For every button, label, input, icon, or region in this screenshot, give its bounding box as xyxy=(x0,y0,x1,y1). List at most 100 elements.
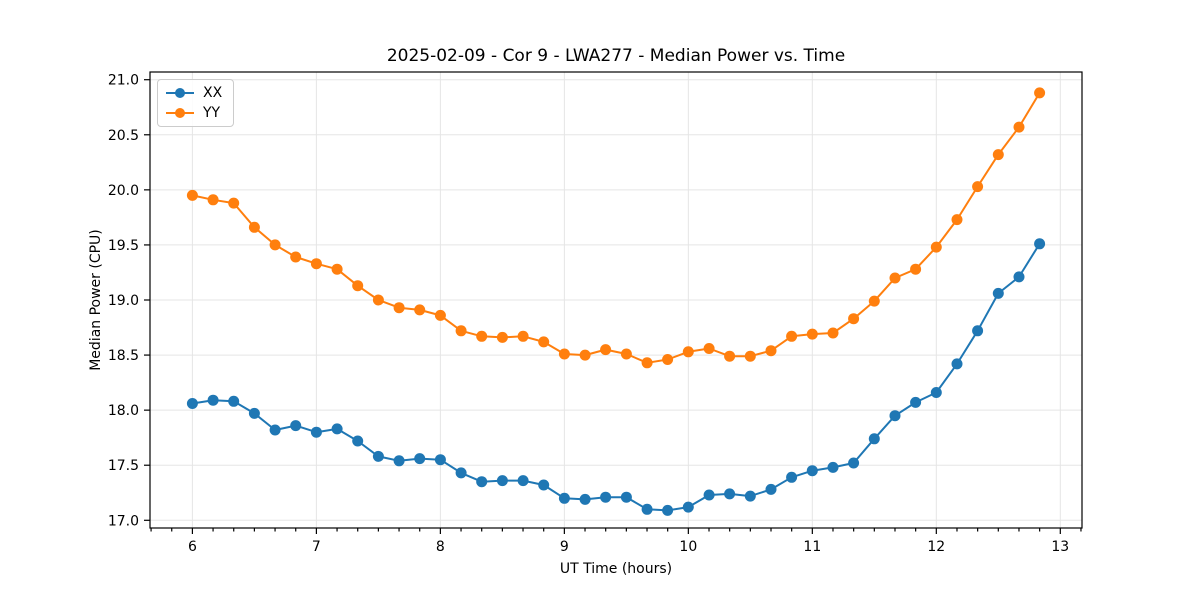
series-YY-line xyxy=(192,92,1041,364)
x-tick-label: 7 xyxy=(312,539,321,555)
series-XX-marker xyxy=(228,395,240,407)
series-XX-marker xyxy=(682,501,694,513)
series-XX-marker xyxy=(641,503,653,515)
series-YY-marker xyxy=(662,354,674,365)
series-XX-marker xyxy=(331,423,343,435)
series-YY-marker xyxy=(744,350,756,362)
series-YY-marker xyxy=(558,348,570,360)
y-tick-label: 20.5 xyxy=(108,128,139,144)
series-YY-marker xyxy=(414,304,426,316)
y-tick-label: 19.0 xyxy=(108,293,139,309)
series-YY-marker xyxy=(1013,121,1025,133)
series-XX-marker xyxy=(476,476,488,488)
series-XX-marker xyxy=(290,420,302,432)
series-XX-marker xyxy=(496,475,508,487)
series-XX-marker xyxy=(414,453,426,465)
series-YY-marker xyxy=(868,295,880,307)
series-XX-marker xyxy=(910,396,922,408)
tick-labels: 6 7 8 9 10 11 12 13 17.0 17.5 18.0 18.5 19.0 19.5 20.0… xyxy=(108,73,1069,555)
series-YY-marker xyxy=(765,345,777,357)
series-XX-marker xyxy=(1013,271,1025,283)
series-YY-marker xyxy=(786,330,798,342)
gridlines xyxy=(150,72,1082,528)
series-YY-marker xyxy=(682,346,694,358)
series-YY-marker xyxy=(207,194,219,206)
series-YY xyxy=(186,87,1046,369)
series-YY-marker xyxy=(806,328,818,340)
series-YY-marker xyxy=(972,181,984,193)
series-YY-marker xyxy=(930,241,942,253)
axis-ticks xyxy=(144,79,1082,534)
legend-item-yy: YY xyxy=(165,105,222,121)
series-XX-marker xyxy=(662,504,674,516)
line-marker-icon xyxy=(165,107,195,119)
series-XX-marker xyxy=(269,424,281,436)
legend-label-yy: YY xyxy=(203,105,221,121)
series-YY-marker xyxy=(889,272,901,284)
series-XX-marker xyxy=(724,488,736,500)
series-YY-marker xyxy=(496,331,508,343)
legend-item-xx: XX xyxy=(165,85,222,101)
series-XX-marker xyxy=(517,475,529,487)
series-YY-marker xyxy=(703,343,715,354)
series-YY-marker xyxy=(992,149,1004,161)
series-YY-marker xyxy=(228,197,240,209)
series-XX-marker xyxy=(579,493,591,505)
y-tick-label: 17.0 xyxy=(108,513,139,529)
series-YY-marker xyxy=(331,263,343,275)
series-YY-marker xyxy=(290,251,302,263)
y-tick-label: 21.0 xyxy=(108,73,139,89)
series-YY-marker xyxy=(517,330,529,342)
series-YY-marker xyxy=(600,344,612,356)
x-tick-label: 11 xyxy=(803,539,821,555)
x-tick-label: 8 xyxy=(436,539,445,555)
series-XX-marker xyxy=(868,433,880,445)
series-YY-marker xyxy=(827,327,839,339)
series-XX-marker xyxy=(1034,238,1046,250)
series-YY-marker xyxy=(310,258,322,270)
series-YY-marker xyxy=(579,349,591,361)
y-tick-label: 20.0 xyxy=(108,183,139,199)
series-YY-marker xyxy=(1034,87,1046,99)
series-XX-marker xyxy=(765,483,777,495)
series-YY-marker xyxy=(620,348,632,360)
y-tick-label: 18.5 xyxy=(108,348,139,364)
y-tick-label: 18.0 xyxy=(108,403,139,419)
series-XX-marker xyxy=(848,457,860,469)
series-XX-marker xyxy=(744,490,756,502)
series-XX-marker xyxy=(186,398,198,409)
series-XX-line xyxy=(192,243,1041,512)
series-XX-marker xyxy=(393,455,405,467)
legend-label-xx: XX xyxy=(203,85,223,101)
series-YY-marker xyxy=(455,325,467,337)
y-tick-label: 19.5 xyxy=(108,238,139,254)
series-XX-marker xyxy=(352,435,364,447)
chart-title: 2025-02-09 - Cor 9 - LWA277 - Median Pow… xyxy=(386,46,846,66)
series-XX-marker xyxy=(620,491,632,503)
series-YY-marker xyxy=(476,330,488,342)
legend: XX YY xyxy=(157,79,235,127)
series-XX-marker xyxy=(600,491,612,503)
series-XX-marker xyxy=(434,454,446,466)
series-XX-marker xyxy=(703,489,715,501)
series-XX-marker xyxy=(558,492,570,504)
line-marker-icon xyxy=(165,87,195,99)
x-tick-label: 10 xyxy=(679,539,697,555)
series-XX-marker xyxy=(972,325,984,337)
series-YY-marker xyxy=(538,336,550,348)
series-YY-marker xyxy=(269,239,281,251)
series-YY-marker xyxy=(724,350,736,362)
series-YY-marker xyxy=(372,294,384,306)
series-YY-marker xyxy=(393,302,405,314)
series-YY-marker xyxy=(186,189,198,201)
x-tick-label: 13 xyxy=(1051,539,1069,555)
series-YY-marker xyxy=(352,280,364,292)
y-tick-label: 17.5 xyxy=(108,458,139,474)
series-XX-marker xyxy=(806,465,818,477)
series-XX-marker xyxy=(538,479,550,491)
series-XX-marker xyxy=(455,467,467,479)
x-axis-label: UT Time (hours) xyxy=(559,561,673,577)
y-axis-label: Median Power (CPU) xyxy=(88,229,104,371)
series-YY-marker xyxy=(434,309,446,321)
